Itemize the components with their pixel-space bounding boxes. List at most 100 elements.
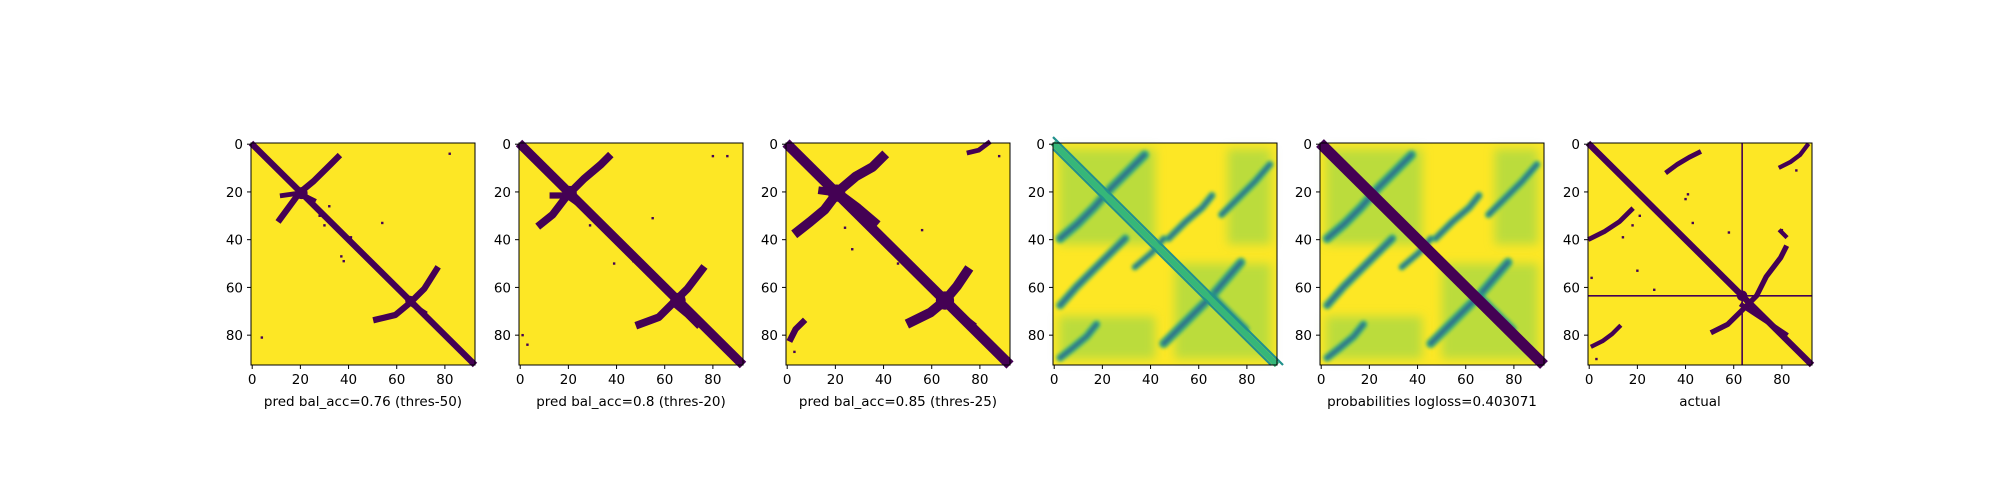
contact-cell xyxy=(1684,197,1687,201)
x-tick-label: 20 xyxy=(1094,372,1111,388)
x-tick-label: 60 xyxy=(1457,372,1474,388)
contact-cell xyxy=(651,217,654,220)
contact-band-core xyxy=(1433,193,1481,241)
y-tick-label: 60 xyxy=(494,280,511,296)
contact-cell xyxy=(726,154,729,158)
x-tick-label: 0 xyxy=(248,372,257,388)
heatmap-cells xyxy=(515,139,747,369)
y-tick-label: 20 xyxy=(1295,185,1312,201)
y-tick-label: 0 xyxy=(502,137,511,153)
contact-cell xyxy=(381,221,384,225)
axes-frame xyxy=(518,142,744,366)
y-tick-label: 20 xyxy=(226,185,243,201)
y-tick-label: 20 xyxy=(1028,185,1045,201)
heatmap-cells xyxy=(782,139,1014,369)
axes-frame xyxy=(785,142,1011,366)
contact-cell xyxy=(997,154,1001,158)
main-diagonal xyxy=(515,139,747,369)
heatmap-cells xyxy=(1585,140,1815,368)
contact-cell xyxy=(342,259,345,263)
axes-frame xyxy=(1587,142,1813,366)
contact-cell xyxy=(323,224,326,227)
contact-cell xyxy=(1783,233,1786,237)
y-tick-label: 40 xyxy=(1295,233,1312,249)
contact-cell xyxy=(843,226,847,229)
probability-region xyxy=(1494,149,1538,245)
y-tick-label: 0 xyxy=(769,137,778,153)
x-tick-label: 40 xyxy=(340,372,357,388)
y-tick-label: 60 xyxy=(1563,280,1580,296)
x-tick-label: 20 xyxy=(560,372,577,388)
contact-cell xyxy=(1780,228,1784,232)
y-tick-label: 80 xyxy=(1028,328,1045,344)
axis-ticks: 0 20 40 60 80 0 20 40 60 80 xyxy=(1028,137,1256,388)
axis-ticks: 0 20 40 60 80 0 20 40 60 80 xyxy=(226,137,454,388)
main-diagonal xyxy=(1316,139,1548,369)
y-tick-label: 60 xyxy=(1295,280,1312,296)
contact-cell xyxy=(612,262,616,265)
contact-cell xyxy=(448,152,451,155)
contact-cell xyxy=(318,214,321,217)
contact-band-core xyxy=(1058,322,1099,360)
contact-band xyxy=(1777,142,1811,170)
contact-band-core xyxy=(1486,162,1539,217)
x-tick-label: 60 xyxy=(388,372,405,388)
contact-cell xyxy=(1595,357,1598,361)
probability-region xyxy=(1326,316,1423,359)
x-tick-label: 60 xyxy=(656,372,673,388)
y-tick-label: 0 xyxy=(234,137,243,153)
contact-band-core xyxy=(1161,260,1244,346)
contact-cell xyxy=(260,336,264,339)
y-tick-label: 20 xyxy=(494,185,511,201)
contact-cell xyxy=(1653,288,1656,291)
contact-cell xyxy=(1621,236,1625,239)
y-tick-label: 80 xyxy=(494,328,511,344)
x-tick-label: 80 xyxy=(971,372,988,388)
probability-region xyxy=(1227,149,1271,245)
y-tick-label: 40 xyxy=(226,233,243,249)
contact-cluster xyxy=(670,292,686,309)
contact-cell xyxy=(1795,169,1798,172)
contact-cell xyxy=(620,240,623,244)
axis-ticks: 0 20 40 60 80 0 20 40 60 80 xyxy=(1295,137,1523,388)
contact-cell xyxy=(521,333,524,337)
x-tick-label: 40 xyxy=(608,372,625,388)
y-tick-label: 60 xyxy=(761,280,778,296)
x-tick-label: 20 xyxy=(292,372,309,388)
panel-probabilities-a: 0 20 40 60 80 0 20 40 60 80 xyxy=(1028,136,1284,388)
y-tick-label: 20 xyxy=(761,185,778,201)
contact-band-core xyxy=(1166,193,1214,241)
contact-cluster xyxy=(935,291,955,310)
contact-cell xyxy=(899,259,902,263)
panel-xlabel: pred bal_acc=0.85 (thres-25) xyxy=(799,394,997,410)
contact-cell xyxy=(622,243,625,246)
offset-diagonal xyxy=(1052,148,1272,366)
main-diagonal xyxy=(248,140,478,368)
y-tick-label: 80 xyxy=(761,328,778,344)
x-tick-label: 80 xyxy=(436,372,453,388)
contact-cell xyxy=(349,236,353,239)
axis-ticks: 0 20 40 60 80 0 20 40 60 80 xyxy=(494,137,722,388)
contact-cell xyxy=(896,262,900,265)
x-tick-label: 60 xyxy=(1190,372,1207,388)
contact-cluster xyxy=(827,184,846,202)
x-tick-label: 40 xyxy=(875,372,892,388)
contact-band-core xyxy=(1058,236,1128,308)
axes-frame xyxy=(1052,142,1278,366)
y-tick-label: 40 xyxy=(761,233,778,249)
contact-cell xyxy=(1691,221,1694,225)
contact-cluster xyxy=(562,185,577,201)
x-tick-label: 0 xyxy=(1317,372,1326,388)
contact-band-core xyxy=(1325,322,1366,360)
axes-frame xyxy=(250,142,476,366)
contact-cell xyxy=(347,236,350,239)
contact-band xyxy=(275,152,343,224)
y-tick-label: 0 xyxy=(1303,137,1312,153)
contact-cell xyxy=(1636,269,1639,272)
main-diagonal-gap xyxy=(1050,140,1280,368)
contact-band xyxy=(1664,149,1703,175)
y-tick-label: 80 xyxy=(226,328,243,344)
contact-cell xyxy=(526,343,529,346)
panel-xlabel: actual xyxy=(1679,394,1721,410)
axes-frame xyxy=(1319,142,1545,366)
